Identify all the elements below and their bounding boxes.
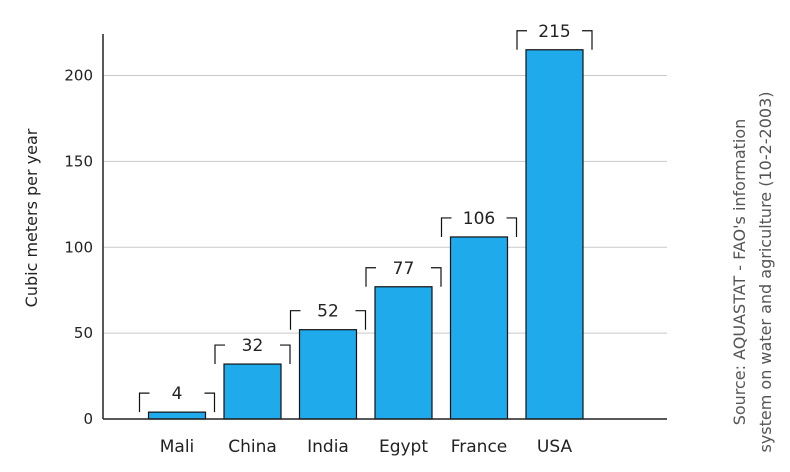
value-bracket-right [280,344,291,365]
value-bracket-left [516,30,527,50]
bar-france [449,236,509,420]
value-bracket-right [431,267,442,287]
axes [102,34,667,420]
y-tick-label: 150 [64,152,93,170]
value-bracket-right [506,217,518,237]
y-tick-labels: 0 50 100 150 200 [64,67,93,428]
source-line-1: Source: AQUASTAT - FAO's information [730,119,749,426]
source-line-2: system on water and agriculture (10-2-20… [756,91,775,452]
value-label: 32 [242,336,264,356]
value-bracket-left [365,267,376,287]
category-labels: Mali China India Egypt France USA [160,437,573,457]
value-label: 77 [393,259,415,279]
value-label: 52 [317,302,339,322]
category-label: China [228,437,277,457]
category-label: Mali [160,437,195,457]
value-bracket-left [440,217,452,237]
category-label: France [451,437,508,457]
category-label: USA [537,437,573,457]
bar-usa [525,49,584,420]
bar-india [298,329,358,420]
value-bracket-right [355,310,367,330]
y-tick-label: 50 [74,324,93,342]
y-tick-label: 100 [64,238,93,256]
y-tick-label: 200 [64,67,93,85]
category-label: India [307,437,349,457]
value-bracket-left [214,344,225,365]
value-bracket-left [289,310,301,330]
y-axis-title: Cubic meters per year [22,128,41,307]
category-label: Egypt [379,437,428,457]
bars [138,30,593,420]
bar-mali [147,411,207,420]
value-label: 215 [538,22,570,42]
value-label: 106 [463,209,495,229]
value-label: 4 [172,384,183,404]
bar-china [223,363,282,420]
value-labels: 4 32 52 77 106 215 [172,22,571,404]
y-tick-label: 0 [83,410,93,428]
value-bracket-right [582,30,593,50]
source-note: Source: AQUASTAT - FAO's information sys… [730,91,775,452]
value-bracket-left [138,392,150,413]
bar-egypt [374,286,433,420]
value-bracket-right [204,392,216,413]
